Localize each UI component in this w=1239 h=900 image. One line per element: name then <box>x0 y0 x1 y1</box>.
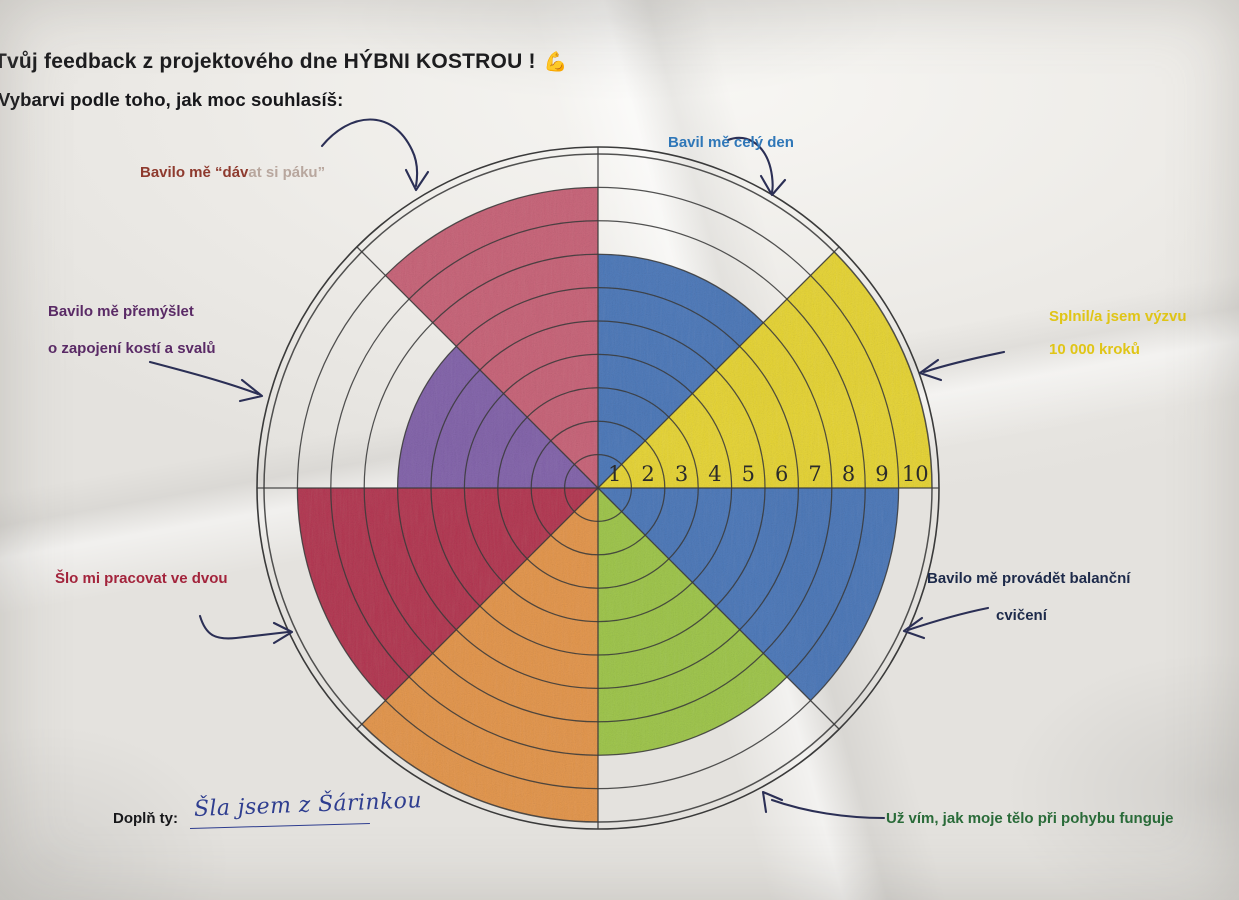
wheel-spoke <box>597 246 840 489</box>
scale-number: 1 <box>608 462 621 486</box>
scale-number: 3 <box>675 462 688 486</box>
wheel-segment-texture <box>598 488 899 701</box>
label-telo-pri-pohybu: Už vím, jak moje tělo při pohybu funguje <box>886 810 1174 827</box>
label-premyslet-line1: Bavilo mě přemýšlet <box>48 303 194 320</box>
label-paka-part2: at si páku” <box>248 164 326 181</box>
page-subtitle: Vybarvi podle toho, jak moc souhlasíš: <box>0 89 344 110</box>
scale-number: 2 <box>641 462 654 486</box>
scale-number: 8 <box>842 462 855 486</box>
label-paka-part1: Bavilo mě “dáv <box>140 164 249 181</box>
page-title-text: Tvůj feedback z projektového dne HÝBNI K… <box>0 50 536 73</box>
wheel-spoke <box>356 246 599 489</box>
label-bavil-me-cely-den: Bavil mě celý den <box>668 134 794 151</box>
wheel-segment-texture <box>297 488 598 701</box>
label-premyslet-line2: o zapojení kostí a svalů <box>48 340 216 357</box>
label-balancni-line1: Bavilo mě provádět balanční <box>927 570 1131 587</box>
wheel-spoke <box>597 487 840 730</box>
scale-number: 6 <box>775 462 788 486</box>
wheel-spoke <box>356 487 599 730</box>
scale-number: 10 <box>902 462 929 486</box>
wheel-segment-texture <box>598 254 764 488</box>
label-splnil-vyzvu-line1: Splnil/a jsem výzvu <box>1049 308 1187 325</box>
label-pracovat-ve-dvou: Šlo mi pracovat ve dvou <box>55 570 228 587</box>
wheel-segment-texture <box>598 251 932 488</box>
scale-number: 4 <box>708 462 721 486</box>
scale-number: 9 <box>875 462 888 486</box>
label-balancni-line2: cvičení <box>996 607 1047 624</box>
flexed-biceps-icon: 💪 <box>543 52 568 73</box>
wheel-segment-texture <box>598 488 787 756</box>
wheel-segment-texture <box>397 346 598 488</box>
scale-number: 5 <box>742 462 755 486</box>
scale-number: 7 <box>808 462 821 486</box>
wheel-grid <box>256 146 940 830</box>
annotation-arrows <box>148 118 1006 820</box>
fill-in-label: Doplň ty: <box>113 810 178 827</box>
wheel-segment-texture <box>361 488 598 822</box>
wheel-sector-texture <box>297 187 932 822</box>
label-davat-si-paku: Bavilo mě “dávat si páku” <box>140 165 325 180</box>
label-splnil-vyzvu-line2: 10 000 kroků <box>1049 341 1140 358</box>
wheel-scale-numbers: 1 2 3 4 5 6 7 8 9 10 <box>608 462 929 486</box>
page-title: Tvůj feedback z projektového dne HÝBNI K… <box>0 50 568 74</box>
wheel-segment-texture <box>385 187 598 488</box>
